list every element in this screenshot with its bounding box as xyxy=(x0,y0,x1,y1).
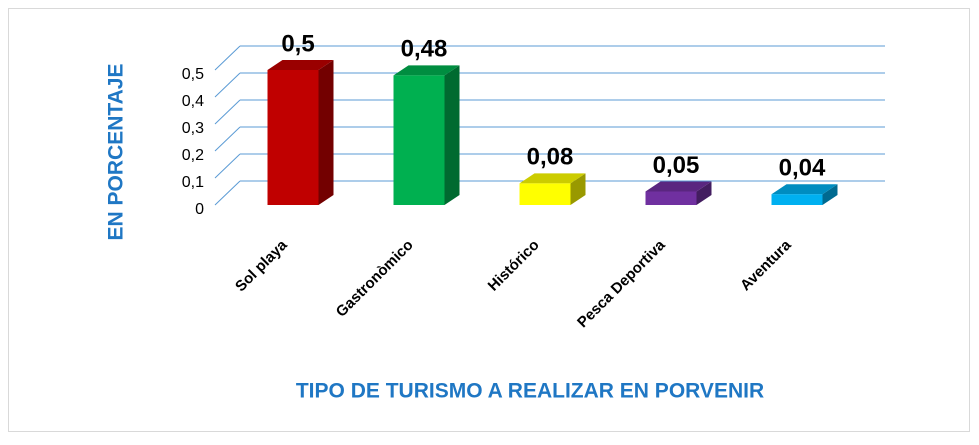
value-label: 0,48 xyxy=(401,36,448,63)
grid-line-side xyxy=(214,153,241,179)
bar-side xyxy=(570,173,586,205)
y-tick-label: 0,2 xyxy=(182,147,204,164)
bar-side xyxy=(822,184,838,205)
bar-side xyxy=(696,181,712,205)
bar-top xyxy=(771,184,838,195)
grid-line-side xyxy=(214,180,241,206)
grid-line-side xyxy=(214,126,241,152)
y-tick-label: 0,3 xyxy=(182,120,204,137)
bar-top xyxy=(645,181,712,192)
value-label: 0,04 xyxy=(779,155,826,182)
value-label: 0,5 xyxy=(281,30,314,57)
bar-top xyxy=(267,60,334,70)
grid-line-side xyxy=(214,99,241,125)
bar xyxy=(771,194,823,205)
y-tick-label: 0,5 xyxy=(182,66,204,83)
y-tick-label: 0 xyxy=(195,201,204,218)
bar xyxy=(645,191,697,205)
y-tick-label: 0,1 xyxy=(182,174,204,191)
bar xyxy=(267,70,319,205)
grid-line-side xyxy=(214,72,241,98)
y-axis-label: EN PORCENTAJE xyxy=(105,64,128,241)
bar xyxy=(393,75,445,206)
bar-side xyxy=(444,65,460,206)
bar-top xyxy=(393,65,460,76)
bar-side xyxy=(318,60,334,205)
value-label: 0,05 xyxy=(653,152,700,179)
x-axis-label: TIPO DE TURISMO A REALIZAR EN PORVENIR xyxy=(296,380,764,403)
bar xyxy=(519,183,571,205)
bar-top xyxy=(519,173,586,184)
grid-line-side xyxy=(214,45,241,71)
y-tick-label: 0,4 xyxy=(182,93,204,110)
value-label: 0,08 xyxy=(527,144,574,171)
chart-border xyxy=(8,8,970,432)
